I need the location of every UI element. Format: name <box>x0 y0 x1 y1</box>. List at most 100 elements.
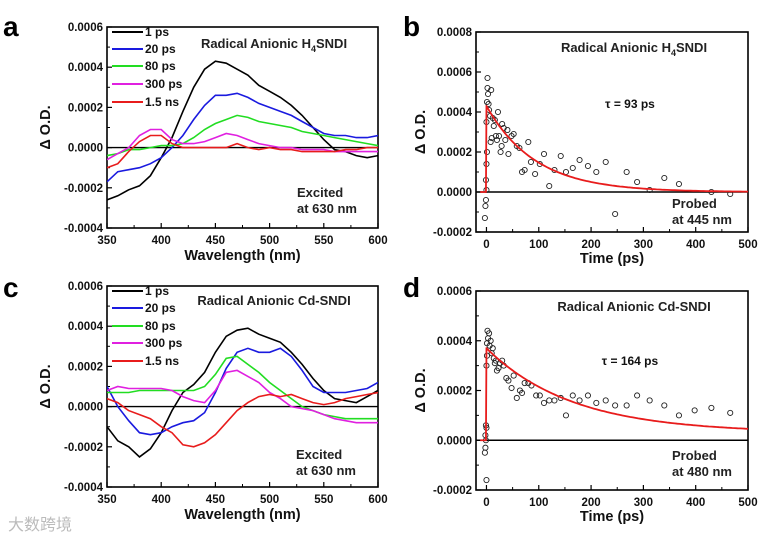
y-tick-label: 0.0006 <box>68 22 103 34</box>
y-tick-label: -0.0004 <box>64 482 104 494</box>
title-text-suffix: SNDI <box>676 40 707 55</box>
panel-b: b 0 100 200 300 400 500 -0.0002 0.0000 0.0002 0.00… <box>403 11 758 267</box>
y-tick-label: 0.0004 <box>68 62 104 74</box>
x-tick-label: 0 <box>483 497 489 509</box>
y-axis-label: Δ O.D. <box>38 364 54 408</box>
data-point <box>516 144 523 152</box>
data-point <box>489 345 496 352</box>
chart-title: Radical Anionic Cd-SNDI <box>557 299 710 314</box>
data-point <box>623 402 630 409</box>
legend-label: 20 ps <box>145 301 176 315</box>
data-point <box>546 397 553 404</box>
data-point <box>584 392 591 399</box>
data-point <box>727 409 734 416</box>
data-point <box>494 108 502 116</box>
data-point <box>646 397 653 404</box>
data-point <box>675 180 683 188</box>
data-point <box>508 132 515 140</box>
data-point <box>602 397 609 404</box>
data-point <box>505 377 512 384</box>
y-tick-label: 0.0004 <box>437 107 473 119</box>
legend-label: 1 ps <box>145 284 169 298</box>
series-line-1-ps <box>107 327 378 458</box>
y-tick-label: -0.0002 <box>64 442 103 454</box>
series-line-80-ps <box>107 355 378 420</box>
data-point <box>612 402 619 409</box>
series-line-1-5-ns <box>107 134 378 169</box>
data-point <box>481 214 488 222</box>
tau-label: τ = 164 ps <box>602 354 659 368</box>
data-point <box>487 138 494 146</box>
x-tick-label: 200 <box>581 497 600 509</box>
y-tick-label: -0.0002 <box>433 485 472 497</box>
y-tick-label: 0.0006 <box>437 67 472 79</box>
annotation-line: at 480 nm <box>672 464 732 479</box>
legend-label: 80 ps <box>145 319 176 333</box>
data-point <box>499 120 506 128</box>
x-tick-label: 400 <box>152 235 171 247</box>
legend-label: 20 ps <box>145 42 176 56</box>
data-point <box>557 152 564 160</box>
annotation-line: Excited <box>297 185 343 200</box>
annotation-line: at 445 nm <box>672 212 732 227</box>
data-point <box>562 412 570 419</box>
panel-letter: d <box>403 272 420 303</box>
y-tick-label: 0.0000 <box>437 435 472 447</box>
x-axis-label: Time (ps) <box>580 509 644 525</box>
data-point <box>569 392 576 399</box>
data-point <box>521 379 528 387</box>
data-point <box>708 404 715 411</box>
y-tick-label: 0.0004 <box>437 336 473 348</box>
x-tick-label: 350 <box>97 235 116 247</box>
data-point <box>495 132 503 140</box>
y-tick-label: 0.0002 <box>68 102 103 114</box>
series-line-20-ps <box>107 347 378 436</box>
data-point <box>498 142 505 150</box>
y-tick-label: 0.0000 <box>437 187 472 199</box>
y-tick-label: 0.0002 <box>437 386 472 398</box>
y-tick-label: 0.0000 <box>68 402 103 414</box>
data-point <box>661 402 668 409</box>
data-point <box>486 330 493 337</box>
series-line-80-ps <box>107 114 378 157</box>
x-axis-label: Wavelength (nm) <box>184 248 300 264</box>
title-text-suffix: SNDI <box>316 36 347 51</box>
data-point <box>532 170 539 178</box>
x-tick-label: 300 <box>634 239 653 251</box>
data-point <box>675 412 683 419</box>
data-point <box>612 210 619 218</box>
x-tick-label: 500 <box>738 497 757 509</box>
series-line-300-ps <box>107 128 378 161</box>
data-point <box>482 196 489 204</box>
data-point <box>483 476 490 484</box>
annotation-line: at 630 nm <box>297 201 357 216</box>
x-tick-label: 300 <box>634 497 653 509</box>
annotation-line: Probed <box>672 196 717 211</box>
data-point <box>546 182 553 190</box>
x-tick-label: 550 <box>314 235 333 247</box>
title-text: Radical Anionic H <box>201 36 311 51</box>
x-tick-label: 350 <box>97 494 116 506</box>
annotation-line: at 630 nm <box>296 463 356 478</box>
data-point <box>525 138 532 146</box>
data-point <box>602 158 609 166</box>
data-point <box>634 392 641 399</box>
data-point <box>518 389 526 397</box>
panel-letter: c <box>3 272 19 303</box>
data-point <box>497 148 504 156</box>
y-axis-label: Δ O.D. <box>38 105 54 149</box>
x-tick-label: 500 <box>260 235 279 247</box>
x-axis-label: Time (ps) <box>580 251 644 267</box>
data-point <box>540 399 548 406</box>
y-tick-label: 0.0002 <box>68 361 103 373</box>
data-point <box>510 372 517 379</box>
title-text: Radical Anionic H <box>561 40 671 55</box>
data-point <box>661 174 668 182</box>
annotation-line: Probed <box>672 448 717 463</box>
y-tick-label: 0.0006 <box>437 286 472 298</box>
x-axis-label: Wavelength (nm) <box>184 507 300 523</box>
data-point <box>584 162 591 170</box>
chart-title: Radical Anionic Cd-SNDI <box>197 293 350 308</box>
data-point <box>488 86 495 94</box>
x-tick-label: 500 <box>738 239 757 251</box>
